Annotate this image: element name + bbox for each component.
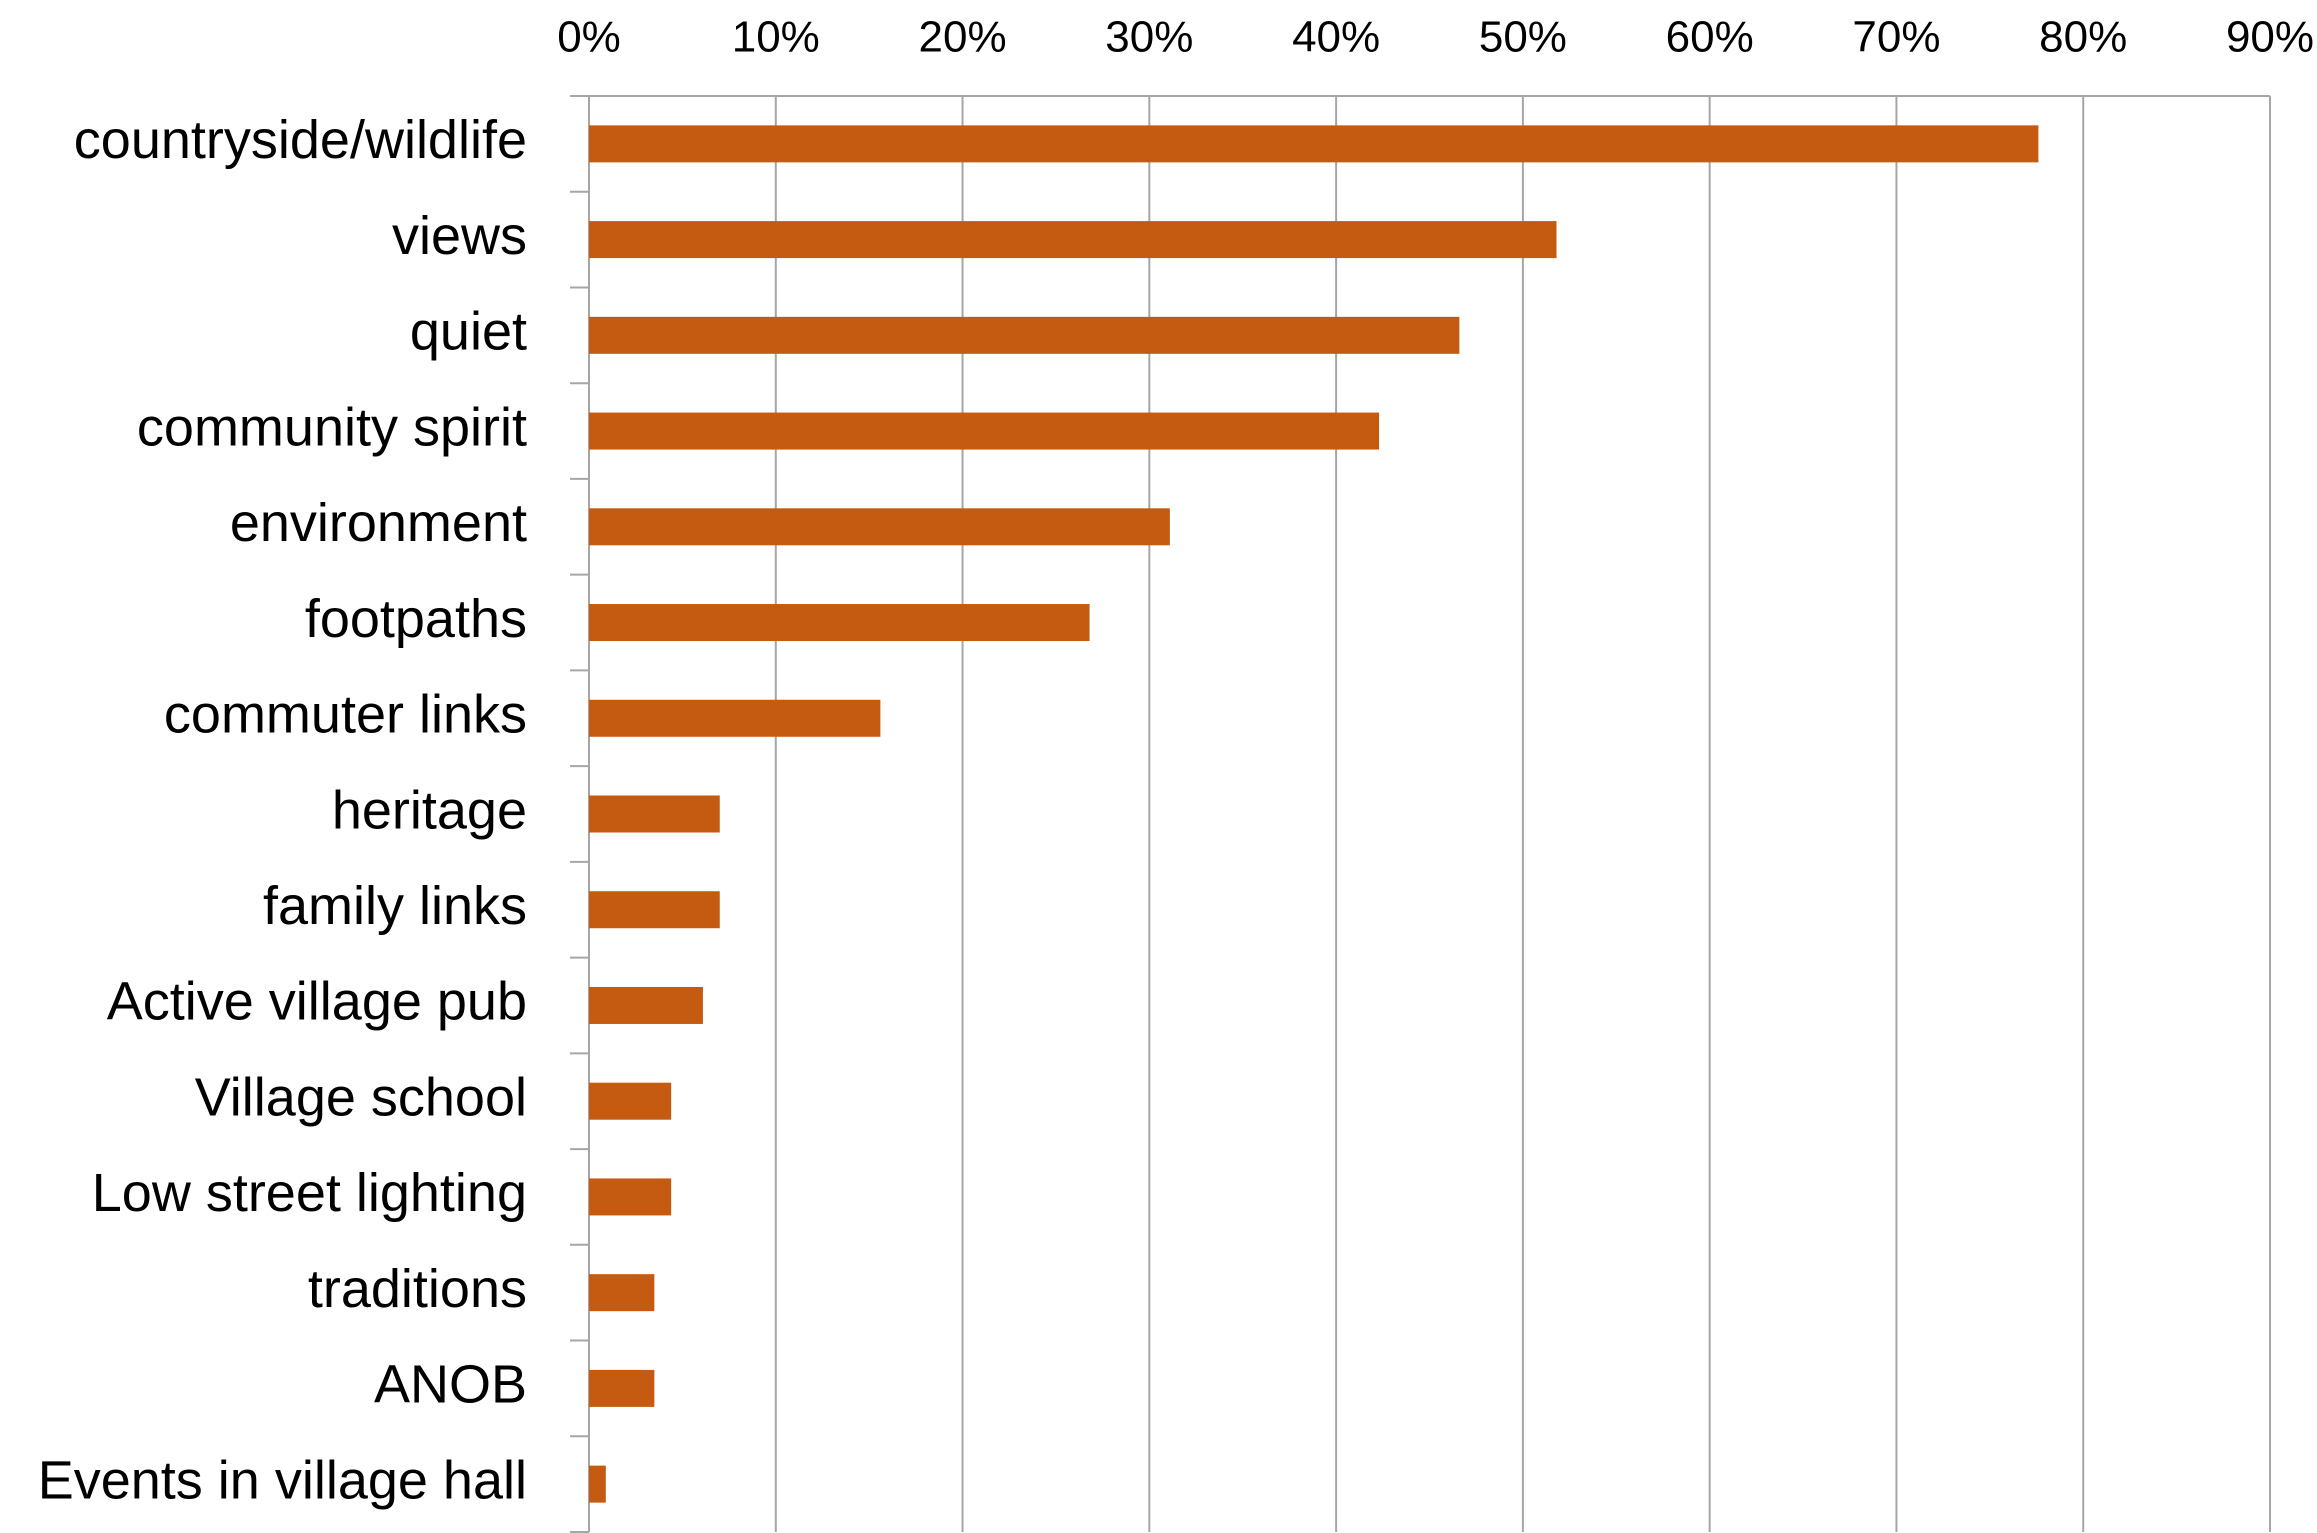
bar [589, 508, 1170, 546]
category-label: Low street lighting [92, 1163, 527, 1223]
bar [589, 1082, 672, 1120]
bar [589, 221, 1557, 259]
category-label: ANOB [374, 1355, 527, 1415]
x-tick-label: 70% [1852, 13, 1940, 62]
category-label: community spirit [137, 397, 527, 457]
category-label: Active village pub [107, 972, 527, 1032]
category-label: Events in village hall [38, 1450, 527, 1510]
x-tick-label: 50% [1479, 13, 1567, 62]
bar [589, 1274, 655, 1312]
bar [589, 125, 2039, 163]
x-tick-label: 10% [732, 13, 820, 62]
category-label: countryside/wildlife [74, 110, 527, 170]
x-tick-label: 0% [557, 13, 621, 62]
category-label: environment [230, 493, 527, 553]
bar [589, 1178, 672, 1216]
category-label: footpaths [305, 589, 527, 649]
category-label: quiet [410, 302, 527, 362]
x-tick-label: 20% [919, 13, 1007, 62]
x-tick-label: 30% [1105, 13, 1193, 62]
category-label: views [392, 206, 527, 266]
bar [589, 795, 720, 833]
x-tick-labels: 0% 10% 20% 30% 40% 50% 60% 70% 80% 90% [557, 13, 2314, 62]
bars [589, 125, 2039, 1503]
gridlines [588, 96, 2271, 1532]
bar [589, 986, 703, 1024]
category-label: Village school [195, 1067, 527, 1127]
bar [589, 1465, 606, 1503]
category-labels: countryside/wildlife views quiet community … [38, 110, 527, 1510]
x-tick-label: 80% [2039, 13, 2127, 62]
axes [570, 95, 2270, 1533]
category-label: traditions [308, 1259, 527, 1319]
bar [589, 604, 1090, 642]
bar [589, 699, 881, 737]
x-tick-label: 60% [1666, 13, 1754, 62]
category-label: family links [263, 876, 527, 936]
category-label: heritage [332, 780, 527, 840]
bar [589, 891, 720, 929]
x-tick-label: 40% [1292, 13, 1380, 62]
bar [589, 1369, 655, 1407]
category-label: commuter links [164, 685, 527, 745]
bar [589, 412, 1380, 450]
bar [589, 316, 1460, 354]
x-tick-label: 90% [2226, 13, 2314, 62]
